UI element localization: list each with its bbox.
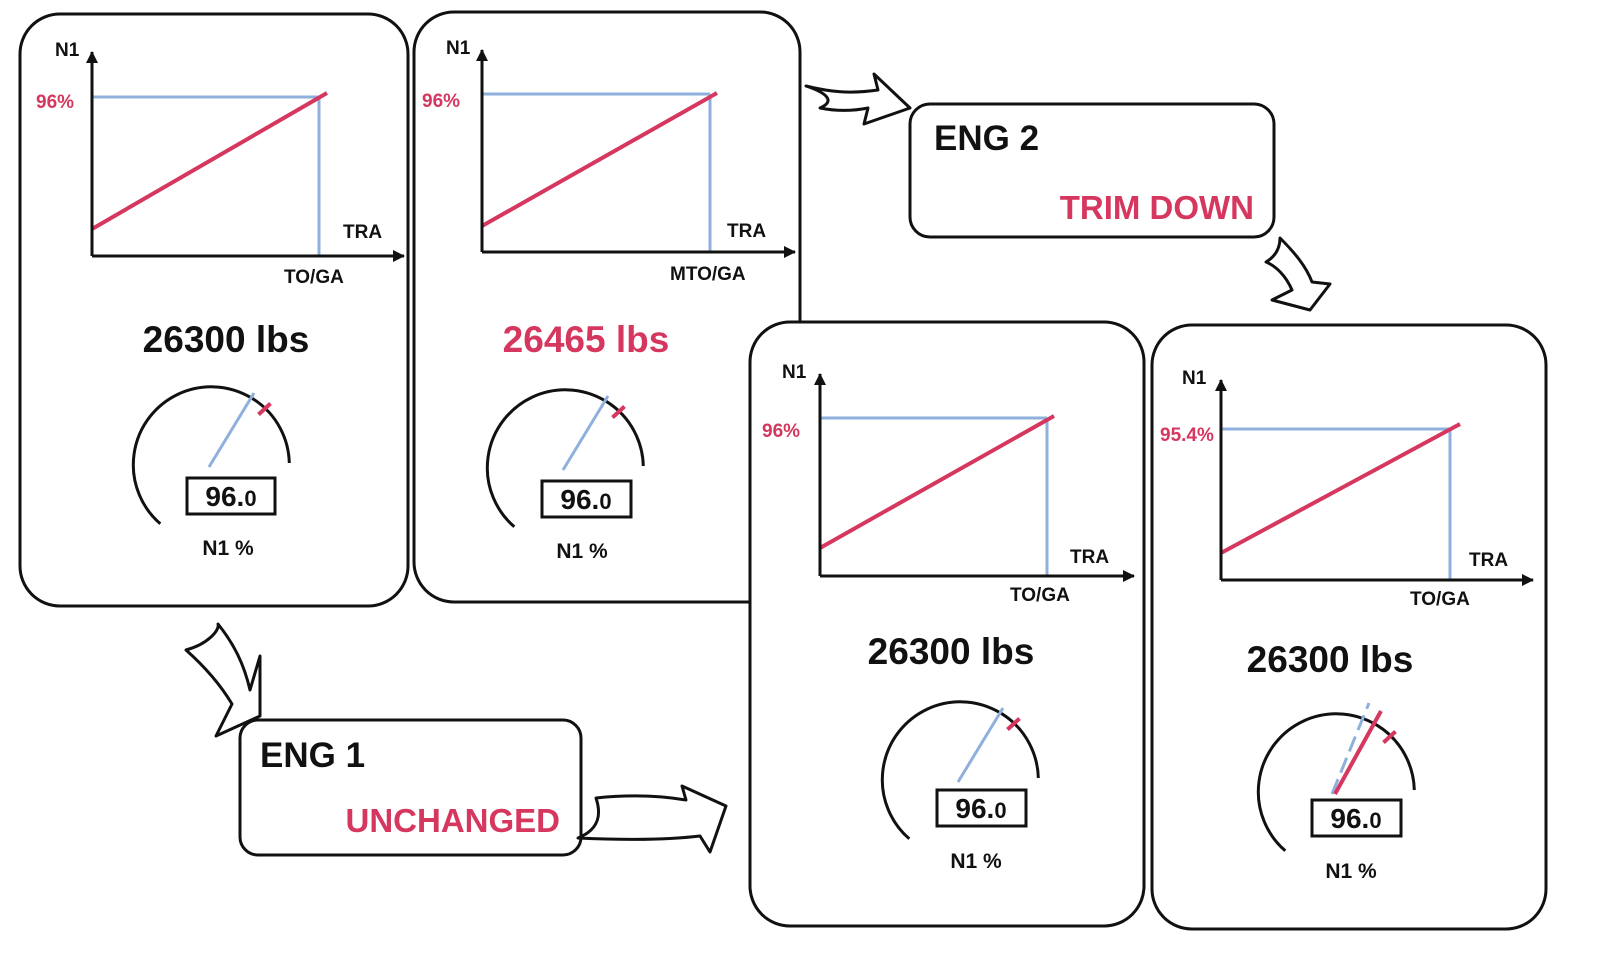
- y-axis-label: N1: [782, 362, 807, 383]
- n1-value-label: 96%: [36, 92, 74, 113]
- n1-gauge: 96.0 N1 %: [485, 388, 645, 563]
- n1-gauge: 96.0 N1 %: [880, 700, 1040, 873]
- panel-engine-1-result: N1 TRA 96% TO/GA 26300 lbs 96.0 N1 %: [748, 320, 1146, 928]
- y-axis-label: N1: [55, 40, 80, 61]
- flow-arrow-to-engine-2: [804, 72, 912, 126]
- panel-frame: [748, 320, 1146, 928]
- n1-tra-graph: N1 TRA 96% MTO/GA: [422, 38, 796, 285]
- n1-readout-box: [935, 788, 1028, 828]
- engine-label: ENG 2: [934, 119, 1039, 158]
- tra-value-label: TO/GA: [284, 267, 344, 288]
- panel-engine-2-result: N1 TRA 95.4% TO/GA 26300 lbs 96.0 N1 %: [1150, 323, 1548, 931]
- thrust-value: 26300 lbs: [868, 631, 1035, 672]
- engine-status: TRIM DOWN: [1060, 189, 1254, 226]
- x-axis-label: TRA: [727, 221, 766, 242]
- x-axis-label: TRA: [1469, 550, 1508, 571]
- gauge-needle: [1333, 710, 1383, 795]
- y-axis-label: N1: [446, 38, 471, 59]
- panel-frame: [1150, 323, 1548, 931]
- target-marker: [1382, 730, 1397, 744]
- x-axis-label: TRA: [343, 222, 382, 243]
- gauge-label: N1 %: [202, 537, 254, 560]
- n1-value-label: 96%: [762, 421, 800, 442]
- n1-schedule-line: [90, 91, 329, 231]
- n1-readout-box: [540, 479, 633, 519]
- y-axis-label: N1: [1182, 368, 1207, 389]
- gauge-label: N1 %: [950, 850, 1002, 873]
- target-marker: [1006, 717, 1021, 731]
- n1-readout: 96.0: [205, 481, 256, 512]
- n1-gauge: 96.0 N1 %: [131, 385, 291, 560]
- thrust-value: 26465 lbs: [503, 319, 670, 360]
- gauge-label: N1 %: [556, 540, 608, 563]
- tra-value-label: TO/GA: [1010, 585, 1070, 606]
- n1-tra-graph: N1 TRA 96% TO/GA: [762, 362, 1135, 606]
- n1-readout-box: [185, 476, 277, 516]
- engine-label: ENG 1: [260, 736, 365, 775]
- n1-readout: 96.0: [955, 793, 1006, 824]
- n1-schedule-line: [481, 91, 718, 228]
- n1-schedule-line: [819, 414, 1055, 550]
- n1-tra-graph: N1 TRA 96% TO/GA: [36, 40, 405, 288]
- engine-status: UNCHANGED: [346, 802, 561, 839]
- gauge-needle: [561, 395, 610, 471]
- n1-schedule-line: [1220, 422, 1461, 555]
- n1-readout: 96.0: [1330, 803, 1381, 834]
- panel-engine-takeoff: N1 TRA 96% TO/GA 26300 lbs 96.0 N1 %: [18, 12, 410, 608]
- x-axis-label: TRA: [1070, 547, 1109, 568]
- thrust-value: 26300 lbs: [1247, 639, 1414, 680]
- gauge-needle: [207, 392, 256, 468]
- flow-arrow-to-engine-1-result: [576, 784, 728, 854]
- panel-frame: [18, 12, 410, 608]
- gauge-label: N1 %: [1325, 860, 1377, 883]
- n1-readout: 96.0: [560, 484, 611, 515]
- callout-engine-1: ENG 1 UNCHANGED: [238, 718, 583, 857]
- panel-frame: [412, 10, 802, 604]
- panel-engine-max-takeoff: N1 TRA 96% MTO/GA 26465 lbs 96.0 N1 %: [412, 10, 802, 604]
- tra-value-label: TO/GA: [1410, 589, 1470, 610]
- gauge-arc: [131, 385, 291, 525]
- n1-readout-box: [1310, 798, 1403, 838]
- n1-value-label: 96%: [422, 91, 460, 112]
- gauge-arc: [485, 388, 645, 528]
- flow-arrow-engine-2-down: [1264, 236, 1332, 312]
- target-marker: [611, 405, 626, 419]
- n1-gauge: 96.0 N1 %: [1256, 702, 1416, 883]
- gauge-needle-previous: [1330, 702, 1371, 795]
- tra-value-label: MTO/GA: [670, 264, 746, 285]
- target-marker: [257, 402, 272, 416]
- gauge-arc: [1256, 712, 1416, 852]
- callout-engine-2: ENG 2 TRIM DOWN: [908, 102, 1276, 239]
- thrust-value: 26300 lbs: [143, 319, 310, 360]
- callout-box: [908, 102, 1276, 239]
- callout-box: [238, 718, 583, 857]
- n1-tra-graph: N1 TRA 95.4% TO/GA: [1160, 368, 1534, 610]
- n1-value-label: 95.4%: [1160, 425, 1214, 446]
- flow-arrow-to-engine-1: [184, 622, 262, 738]
- gauge-needle: [956, 707, 1005, 783]
- gauge-arc: [880, 700, 1040, 840]
